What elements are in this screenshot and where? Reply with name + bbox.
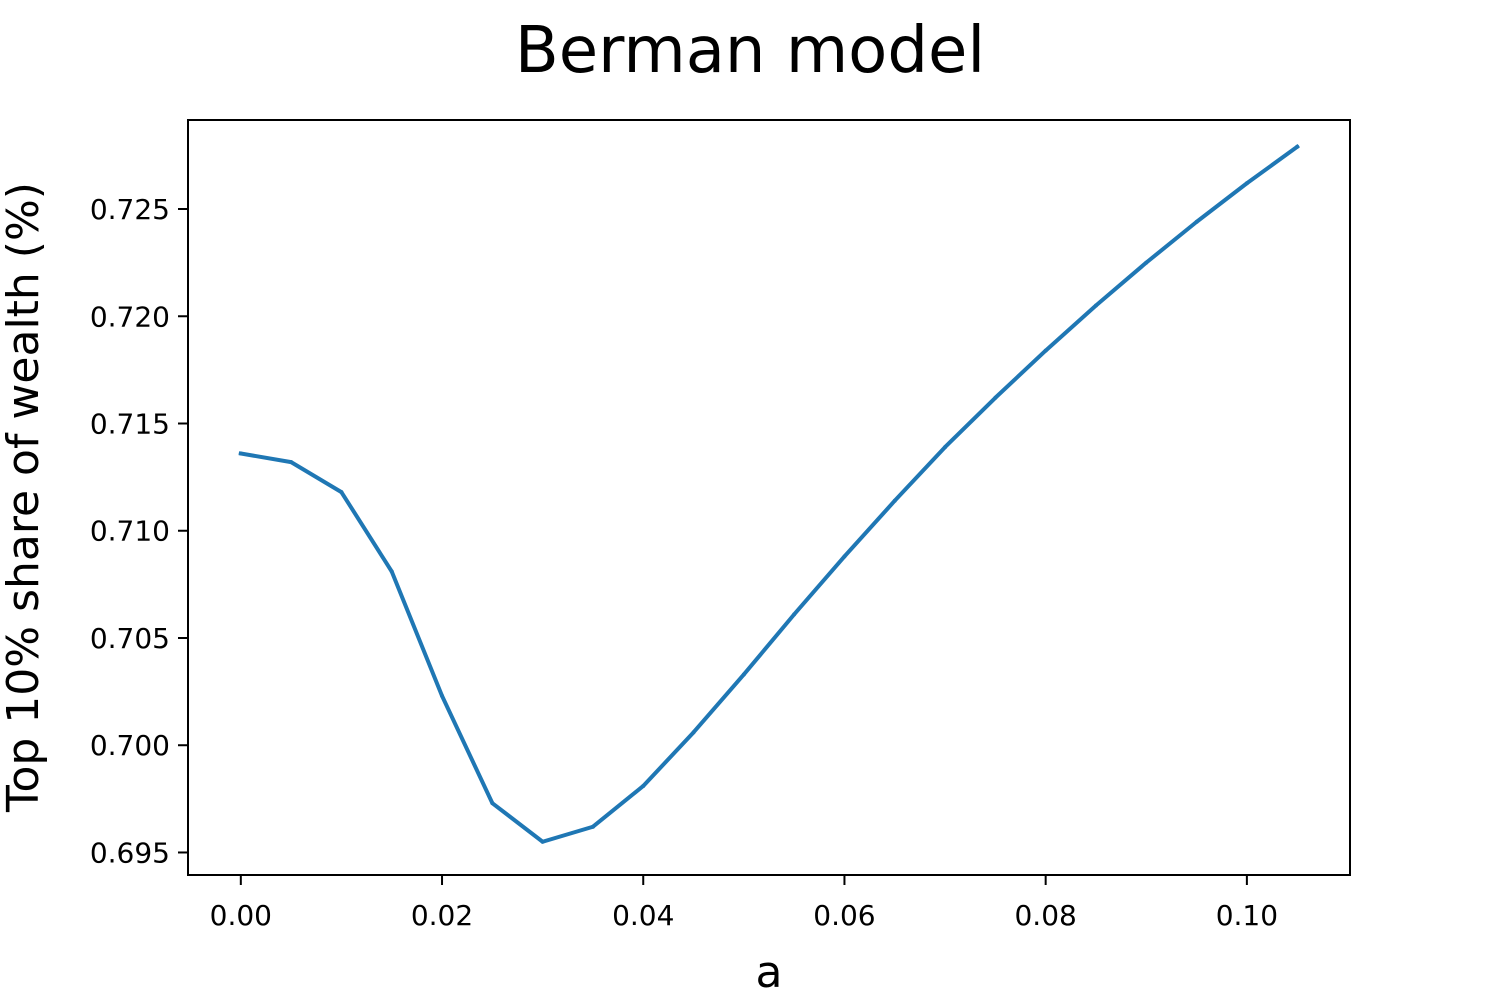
- data-point: [792, 612, 797, 617]
- data-point: [892, 498, 897, 503]
- x-tick-label: 0.04: [612, 899, 674, 932]
- y-tick-label: 0.705: [90, 622, 170, 655]
- data-point: [1144, 260, 1149, 265]
- y-tick-label: 0.710: [90, 515, 170, 548]
- data-point: [289, 460, 294, 465]
- y-tick-label: 0.695: [90, 836, 170, 869]
- data-point: [1093, 303, 1098, 308]
- data-point: [540, 839, 545, 844]
- data-point: [1043, 348, 1048, 353]
- x-tick-label: 0.02: [411, 899, 473, 932]
- data-point: [842, 554, 847, 559]
- y-axis-label: Top 10% share of wealth (%): [0, 182, 49, 813]
- x-tick-label: 0.08: [1014, 899, 1076, 932]
- data-point: [641, 783, 646, 788]
- x-tick-label: 0.10: [1216, 899, 1278, 932]
- data-point: [1244, 181, 1249, 186]
- data-point: [691, 730, 696, 735]
- data-point: [993, 395, 998, 400]
- chart-title: Berman model: [515, 14, 985, 88]
- x-axis-label: a: [756, 947, 783, 998]
- data-point: [440, 693, 445, 698]
- data-point: [238, 451, 243, 456]
- data-point: [490, 801, 495, 806]
- y-tick-label: 0.700: [90, 729, 170, 762]
- data-point: [943, 445, 948, 450]
- data-point: [590, 824, 595, 829]
- x-tick-label: 0.06: [813, 899, 875, 932]
- plot-area: 0.00 0.02 0.04 0.06 0.08 0.10 0.695 0.700 0.705 0…: [90, 119, 1351, 932]
- data-point: [389, 569, 394, 574]
- y-tick-label: 0.715: [90, 408, 170, 441]
- data-point: [339, 490, 344, 495]
- x-tick-label: 0.00: [210, 899, 272, 932]
- y-tick-label: 0.720: [90, 300, 170, 333]
- data-point: [1194, 219, 1199, 224]
- data-point: [741, 672, 746, 677]
- data-point: [1295, 144, 1300, 149]
- series-line: [238, 144, 1300, 844]
- plot-frame: [187, 119, 1351, 876]
- y-tick-label: 0.725: [90, 193, 170, 226]
